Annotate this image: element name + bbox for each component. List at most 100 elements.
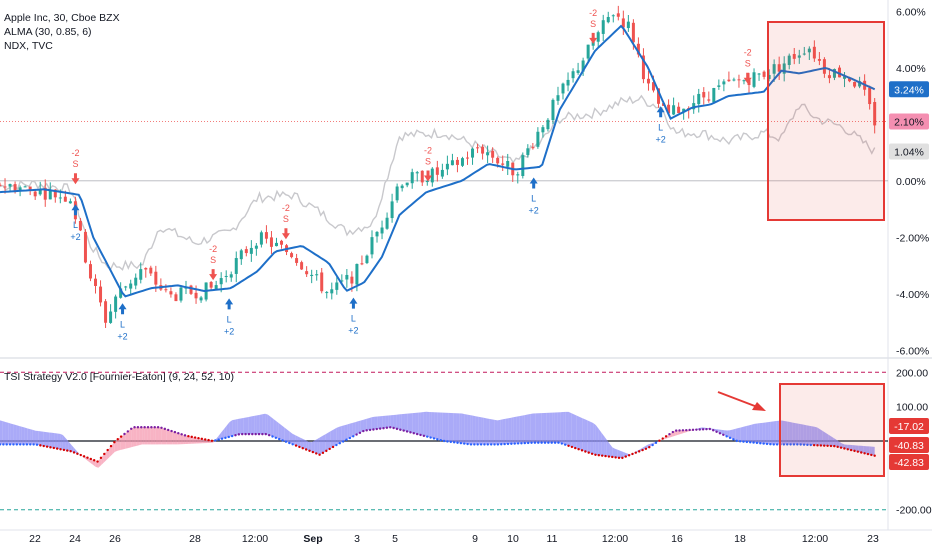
- tsi-signal-dot: [584, 450, 587, 453]
- tsi-signal-dot: [217, 438, 220, 441]
- short-signal-marker: -2S: [744, 48, 752, 84]
- tsi-fill-segment: [311, 440, 315, 453]
- long-signal-label: L: [351, 314, 356, 324]
- tsi-signal-dot: [15, 443, 19, 446]
- long-signal-label: +2: [117, 331, 127, 341]
- tsi-signal-dot: [193, 436, 197, 439]
- tsi-signal-dot: [39, 444, 42, 447]
- candle-body: [209, 282, 213, 288]
- candle-body: [189, 285, 193, 294]
- up-arrow-icon: [71, 204, 80, 216]
- down-arrow-icon: [589, 32, 598, 44]
- tsi-signal-dot: [25, 443, 29, 446]
- tsi-fill-segment: [811, 426, 815, 446]
- tsi-signal-dot: [365, 429, 368, 432]
- tsi-signal-dot: [560, 442, 564, 445]
- candle-body: [667, 104, 671, 114]
- tsi-signal-dot: [251, 432, 254, 436]
- tsi-fill-segment: [830, 436, 834, 447]
- candle-body: [486, 152, 490, 156]
- tsi-signal-dot: [510, 442, 513, 445]
- tsi-signal-dot: [352, 435, 355, 438]
- candle-body: [727, 79, 731, 82]
- up-arrow-icon: [349, 297, 358, 309]
- tsi-signal-dot: [439, 438, 442, 442]
- candle-body: [440, 169, 444, 177]
- tsi-signal-dot: [849, 448, 853, 452]
- tsi-fill-segment: [133, 427, 137, 447]
- tsi-signal-dot: [385, 426, 389, 429]
- tsi-fill-segment: [62, 434, 66, 451]
- tsi-fill-segment: [57, 433, 61, 450]
- tsi-signal-dot: [0, 443, 2, 446]
- tsi-fill-segment: [194, 437, 197, 444]
- tsi-fill-segment: [144, 427, 148, 445]
- candle-body: [516, 174, 520, 176]
- tsi-fill-segment: [169, 430, 173, 445]
- candle-body: [752, 72, 756, 87]
- tsi-fill-segment: [511, 417, 514, 444]
- tsi-fill-segment: [92, 459, 96, 467]
- candle-body: [827, 75, 831, 79]
- alma-label: ALMA (30, 0.85, 6): [4, 26, 92, 38]
- tsi-fill-segment: [153, 427, 156, 445]
- tsi-fill-segment: [46, 432, 50, 448]
- tsi-signal-dot: [547, 441, 550, 444]
- short-signal-label: -2: [209, 244, 217, 254]
- tsi-fill-segment: [358, 420, 361, 434]
- tsi-fill-segment: [68, 441, 72, 452]
- candle-body: [13, 184, 17, 192]
- tsi-fill-segment: [861, 445, 864, 454]
- tsi-signal-dot: [806, 443, 809, 447]
- tsi-fill-segment: [379, 416, 383, 429]
- tsi-fill-segment: [49, 432, 52, 448]
- tsi-signal-dot: [254, 432, 257, 436]
- tsi-fill-segment: [560, 412, 564, 444]
- tsi-fill-segment: [546, 412, 550, 443]
- tsi-fill-segment: [240, 417, 244, 435]
- tsi-signal-dot: [331, 445, 335, 449]
- last-value-tag: [889, 113, 929, 130]
- tsi-signal-dot: [103, 452, 106, 456]
- tsi-signal-dot: [799, 443, 802, 446]
- tsi-signal-dot: [520, 442, 523, 445]
- tsi-tick-label: 200.00: [896, 367, 928, 379]
- tsi-fill-segment: [120, 435, 124, 451]
- tsi-signal-dot: [715, 430, 718, 433]
- candle-body: [626, 21, 630, 29]
- candle-body: [466, 157, 470, 159]
- tsi-signal-dot: [325, 449, 328, 453]
- tsi-signal-dot: [173, 430, 177, 434]
- down-arrow-icon: [281, 228, 290, 240]
- candle-body: [641, 55, 645, 80]
- last-value-text: 3.24%: [894, 84, 924, 96]
- tsi-signal-dot: [658, 439, 661, 442]
- tsi-signal-dot: [170, 429, 173, 433]
- tsi-fill-segment: [524, 414, 528, 444]
- candle-body: [797, 55, 801, 58]
- tsi-signal-dot: [436, 438, 439, 441]
- tsi-fill-segment: [336, 426, 339, 446]
- long-signal-label: L: [531, 194, 536, 204]
- tsi-value-text: -40.83: [894, 440, 924, 452]
- time-tick-label: 12:00: [242, 533, 268, 545]
- tsi-fill-segment: [604, 436, 607, 457]
- candle-body: [99, 286, 103, 303]
- tsi-signal-dot: [278, 437, 281, 441]
- tsi-fill-segment: [287, 429, 290, 444]
- up-arrow-icon: [225, 298, 234, 310]
- tsi-fill-segment: [426, 411, 430, 438]
- candle-body: [481, 146, 485, 154]
- tsi-signal-dot: [829, 444, 833, 448]
- time-tick-label: Sep: [303, 533, 322, 545]
- candle-body: [853, 82, 857, 87]
- tsi-signal-dot: [244, 432, 247, 436]
- candle-body: [18, 187, 22, 192]
- candles-group: [0, 5, 877, 328]
- tsi-fill-segment: [256, 414, 260, 435]
- tsi-fill-segment: [855, 445, 859, 452]
- tsi-fill-segment: [399, 414, 402, 431]
- tsi-fill-segment: [243, 417, 247, 435]
- candle-body: [48, 190, 52, 200]
